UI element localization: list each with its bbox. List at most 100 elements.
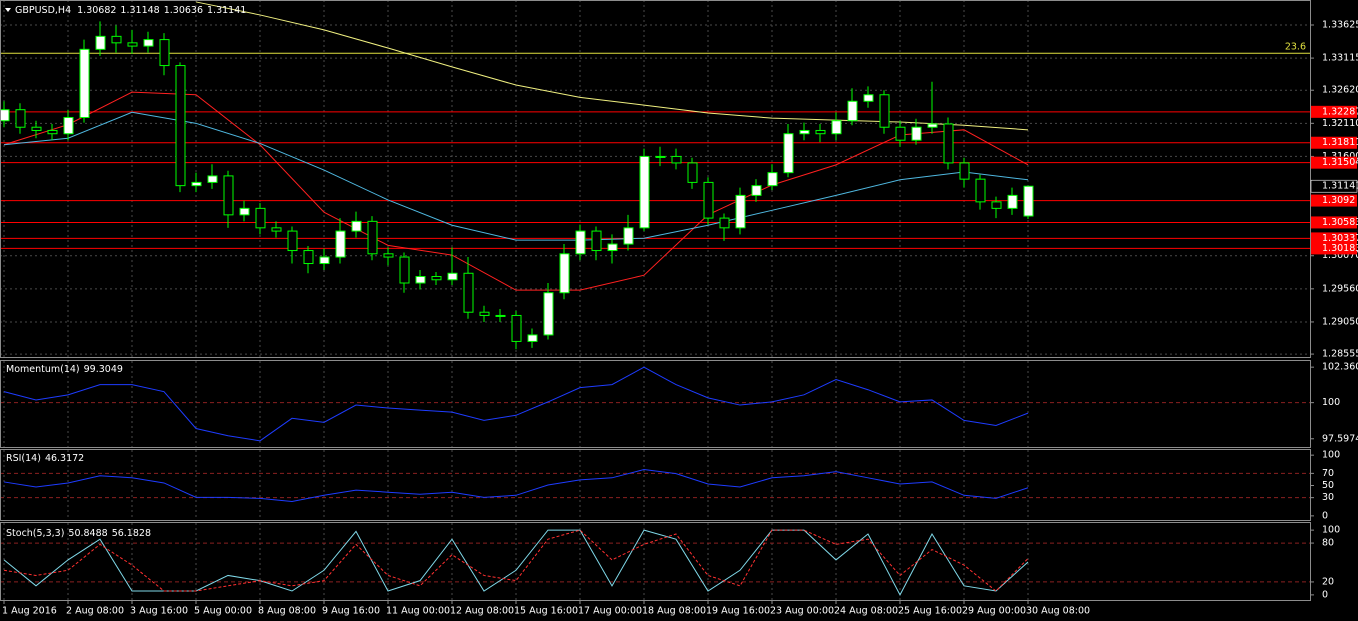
- y-tick-label: 100: [1322, 450, 1340, 461]
- candle-body: [239, 207, 250, 216]
- panel-data: [0, 469, 1310, 502]
- candle-body: [319, 256, 330, 265]
- candle-body: [223, 175, 234, 216]
- x-tick-label: 12 Aug 08:00: [450, 606, 514, 617]
- candle-body: [975, 178, 986, 203]
- y-tick-label: 1.29050: [1322, 316, 1358, 327]
- candle-body: [671, 155, 682, 164]
- y-tick-label: 1.32110: [1322, 118, 1358, 129]
- y-tick-label: 1.33115: [1322, 53, 1358, 64]
- y-tick-label: 100: [1322, 525, 1340, 536]
- candle-body: [719, 217, 730, 229]
- candle-body: [831, 120, 842, 135]
- candle-body: [479, 311, 490, 316]
- symbol-header: GBPUSD,H4 1.30682 1.31148 1.30636 1.31141: [15, 5, 246, 16]
- candle-body: [863, 94, 874, 102]
- candle-body: [271, 227, 282, 232]
- candle-body: [335, 230, 346, 258]
- candle-body: [191, 181, 202, 187]
- level-price-label: 1.31504: [1322, 157, 1358, 168]
- y-tick-label: 97.5974: [1322, 433, 1358, 444]
- candle-body: [799, 129, 810, 135]
- header-low: 1.30636: [164, 5, 203, 16]
- x-tick-label: 8 Aug 08:00: [258, 606, 316, 617]
- candle-body: [735, 194, 746, 229]
- indicator-value: 46.3172: [45, 453, 84, 464]
- axis-layer: 1.33625 1.33115 1.32620 1.32110 1.31600 1.300…: [2, 19, 1358, 616]
- y-tick-label: 1.32620: [1322, 85, 1358, 96]
- candle-body: [495, 314, 506, 317]
- y-tick-label: 1.31600: [1322, 151, 1358, 162]
- y-tick-label: 102.3607: [1322, 362, 1358, 373]
- level-price-label: 1.30337: [1322, 233, 1358, 244]
- candle-body: [351, 220, 362, 232]
- indicator-name: Stoch(5,3,3): [6, 528, 64, 539]
- candle-body: [79, 48, 90, 118]
- candle-body: [751, 185, 762, 196]
- panel-data: [0, 366, 1310, 442]
- candle-body: [511, 314, 522, 342]
- x-tick-label: 11 Aug 00:00: [386, 606, 450, 617]
- candle-body: [383, 253, 394, 258]
- x-tick-label: 5 Aug 00:00: [194, 606, 252, 617]
- candle-body: [623, 227, 634, 245]
- momentum-header: Momentum(14) 99.3049: [6, 364, 123, 375]
- candle-body: [415, 276, 426, 284]
- x-tick-label: 3 Aug 16:00: [130, 606, 188, 617]
- level-price-label: 1.30583: [1322, 217, 1358, 228]
- y-tick-label: 1.29560: [1322, 283, 1358, 294]
- candle-body: [303, 250, 314, 265]
- indicator-line: [3, 366, 1029, 442]
- y-tick-label: 100: [1322, 397, 1340, 408]
- x-tick-label: 1 Aug 2016: [2, 606, 57, 617]
- candle-body: [447, 272, 458, 281]
- x-tick-label: 23 Aug 00:00: [770, 606, 834, 617]
- candle-body: [143, 39, 154, 47]
- candle-body: [639, 155, 650, 229]
- candle-body: [175, 65, 186, 187]
- candle-body: [207, 175, 218, 183]
- indicator-name: Momentum(14): [6, 364, 80, 375]
- y-tick-label: 1.28555: [1322, 349, 1358, 360]
- collapse-icon[interactable]: [5, 8, 11, 12]
- candle-body: [543, 292, 554, 336]
- indicator-line: [3, 469, 1029, 502]
- candle-body: [159, 39, 170, 67]
- indicator-line: [3, 91, 1029, 291]
- y-tick-label: 70: [1322, 468, 1334, 479]
- indicator-value: 99.3049: [84, 364, 123, 375]
- candle-body: [559, 253, 570, 294]
- header-close: 1.31141: [207, 5, 246, 16]
- x-tick-label: 17 Aug 00:00: [578, 606, 642, 617]
- candle-body: [463, 272, 474, 313]
- header-open: 1.30682: [77, 5, 116, 16]
- data-layer: [0, 1, 1310, 596]
- candle-body: [767, 172, 778, 187]
- candle-body: [591, 230, 602, 252]
- level-price-box: [1311, 105, 1357, 118]
- candle-body: [783, 133, 794, 174]
- candle-body: [991, 201, 1002, 209]
- candle-body: [895, 126, 906, 141]
- x-tick-label: 9 Aug 16:00: [322, 606, 380, 617]
- candle-body: [1023, 185, 1034, 217]
- y-tick-label: 30: [1322, 492, 1334, 503]
- level-price-label: 1.30183: [1322, 243, 1358, 254]
- candle-body: [0, 109, 10, 122]
- level-price-box: [1311, 216, 1357, 229]
- level-price-box: [1311, 156, 1357, 169]
- stoch-header: Stoch(5,3,3) 50.8488 56.1828: [6, 528, 151, 539]
- y-tick-label: 1.30070: [1322, 250, 1358, 261]
- frame-layer: GBPUSD,H4 1.30682 1.31148 1.30636 1.31141 Mo…: [0, 0, 1311, 601]
- candle-body: [1007, 194, 1018, 209]
- x-tick-label: 29 Aug 00:00: [962, 606, 1026, 617]
- candle-body: [911, 126, 922, 141]
- candle-body: [815, 129, 826, 135]
- current-price-box: [1310, 179, 1358, 193]
- y-tick-label: 20: [1322, 576, 1334, 587]
- candle-body: [431, 276, 442, 281]
- candle-body: [927, 123, 938, 128]
- level-price-label: 1.31811: [1322, 137, 1358, 148]
- candle-body: [655, 155, 666, 158]
